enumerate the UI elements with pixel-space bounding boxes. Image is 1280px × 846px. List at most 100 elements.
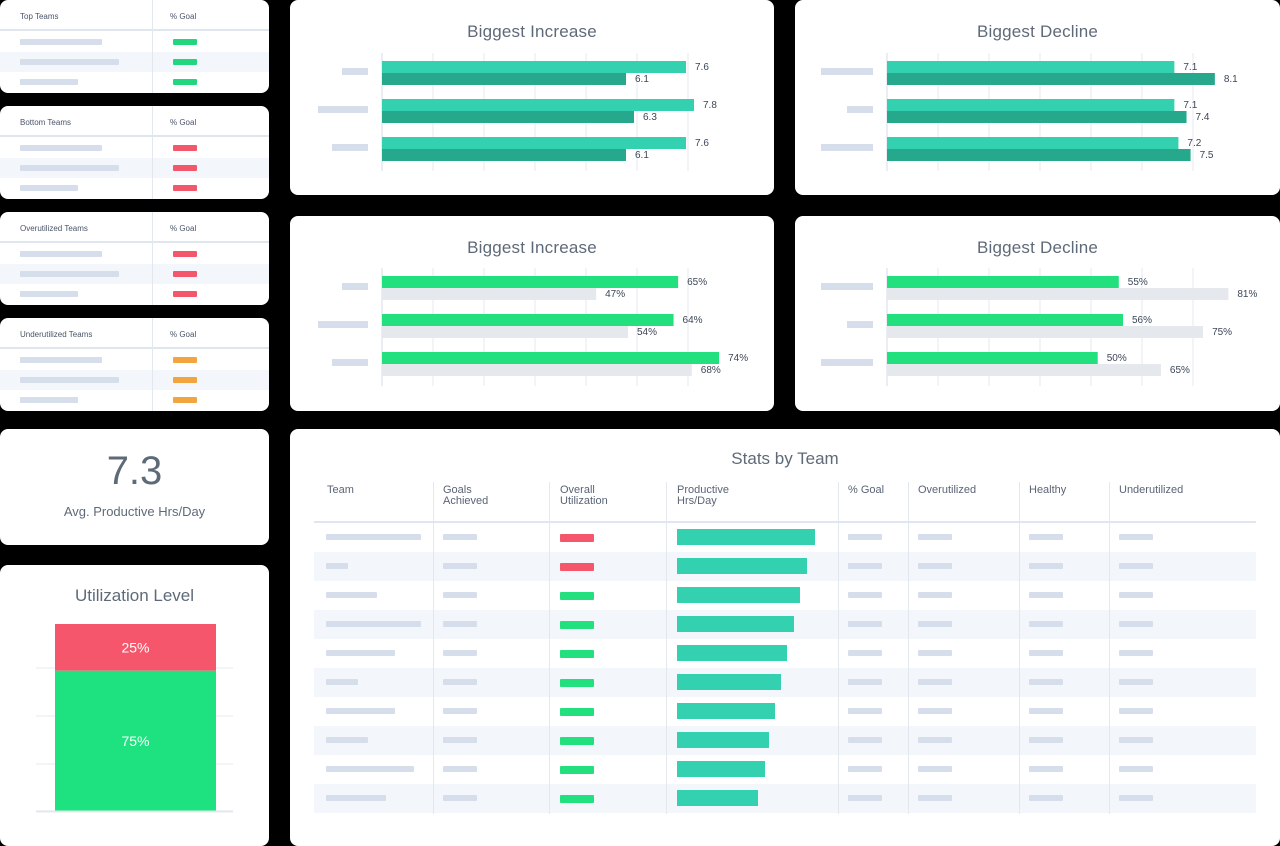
column-header[interactable]: Team [327, 485, 354, 496]
team-list-row[interactable] [0, 72, 269, 92]
column-header-line1: Overall [560, 484, 595, 496]
table-row[interactable] [314, 610, 1256, 639]
bar-value-label: 7.1 [1183, 62, 1197, 73]
team-name-placeholder [326, 795, 386, 801]
cell-placeholder [1119, 563, 1153, 569]
team-list-row[interactable] [0, 350, 269, 370]
bar-value-label: 56% [1132, 315, 1152, 326]
cell-placeholder [848, 563, 882, 569]
category-label-placeholder [847, 106, 873, 113]
table-row[interactable] [314, 552, 1256, 581]
cell-placeholder [443, 534, 477, 540]
team-list-header: Overutilized Teams % Goal [0, 212, 269, 243]
cell-placeholder [848, 592, 882, 598]
table-row[interactable] [314, 523, 1256, 552]
bar-value-label: 7.5 [1200, 150, 1214, 161]
cell-placeholder [443, 621, 477, 627]
bar [382, 61, 686, 73]
table-row[interactable] [314, 726, 1256, 755]
hrs-increase-chart: 7.6 6.1 7.8 6.3 7.6 6.1 [318, 53, 717, 171]
team-list-row[interactable] [0, 284, 269, 304]
cell-placeholder [1029, 650, 1063, 656]
team-list-row[interactable] [0, 52, 269, 72]
productive-hrs-bar [677, 732, 769, 748]
bar-value-label: 65% [1170, 365, 1190, 376]
table-row[interactable] [314, 639, 1256, 668]
team-list-row[interactable] [0, 32, 269, 52]
table-row[interactable] [314, 784, 1256, 813]
bar [382, 352, 720, 364]
bar [887, 73, 1215, 85]
cell-placeholder [1119, 650, 1153, 656]
column-header[interactable]: Productive Hrs/Day [677, 485, 729, 507]
table-row[interactable] [314, 581, 1256, 610]
team-name-placeholder [20, 397, 78, 403]
stats-table-card: Stats by Team [290, 429, 1280, 846]
goal-increase-card: Biggest Increase 65% 47% 64% 54% 74% 68% [290, 216, 774, 411]
cell-placeholder [848, 766, 882, 772]
team-list-row[interactable] [0, 138, 269, 158]
utilization-status-pill [560, 563, 594, 571]
utilization-segment [55, 670, 216, 811]
bar [887, 99, 1175, 111]
cell-placeholder [848, 534, 882, 540]
category-label-placeholder [821, 144, 873, 151]
team-name-placeholder [20, 271, 119, 277]
column-header[interactable]: % Goal [848, 485, 884, 496]
productive-hrs-bar [677, 761, 765, 777]
goal-status-pill [173, 377, 197, 383]
column-header[interactable]: Healthy [1029, 485, 1066, 496]
column-header[interactable]: Overutilized [918, 485, 976, 496]
productive-hrs-bar [677, 558, 807, 574]
goal-status-pill [173, 59, 197, 65]
team-list-row[interactable] [0, 244, 269, 264]
table-row[interactable] [314, 697, 1256, 726]
bar-value-label: 75% [1212, 327, 1232, 338]
team-list-row[interactable] [0, 264, 269, 284]
cell-placeholder [1119, 766, 1153, 772]
goal-decline-chart: 55% 81% 56% 75% 50% 65% [821, 268, 1257, 386]
category-label-placeholder [821, 359, 873, 366]
team-list-row[interactable] [0, 370, 269, 390]
productive-hrs-bar [677, 703, 775, 719]
table-row[interactable] [314, 755, 1256, 784]
cell-placeholder [1029, 563, 1063, 569]
team-name-placeholder [20, 145, 102, 151]
bar [887, 288, 1229, 300]
column-divider [666, 482, 667, 814]
bar-value-label: 65% [687, 277, 707, 288]
bar [887, 314, 1123, 326]
team-list-row[interactable] [0, 158, 269, 178]
team-list-row[interactable] [0, 178, 269, 198]
bar [382, 137, 686, 149]
bar-value-label: 55% [1128, 277, 1148, 288]
table-row[interactable] [314, 668, 1256, 697]
goal-status-pill [173, 185, 197, 191]
column-header[interactable]: Goals Achieved [443, 485, 488, 507]
category-label-placeholder [821, 68, 873, 75]
cell-placeholder [443, 563, 477, 569]
bar-value-label: 7.6 [695, 62, 709, 73]
cell-placeholder [1119, 534, 1153, 540]
goal-status-pill [173, 39, 197, 45]
cell-placeholder [848, 679, 882, 685]
bar [887, 111, 1187, 123]
cell-placeholder [918, 534, 952, 540]
team-list-title: Overutilized Teams [20, 224, 88, 233]
team-list-row[interactable] [0, 390, 269, 410]
utilization-status-pill [560, 650, 594, 658]
productive-hrs-bar [677, 674, 781, 690]
bar [887, 149, 1191, 161]
team-name-placeholder [326, 563, 348, 569]
goal-increase-chart: 65% 47% 64% 54% 74% 68% [318, 268, 748, 386]
team-name-placeholder [326, 766, 414, 772]
cell-placeholder [1119, 708, 1153, 714]
column-header[interactable]: Underutilized [1119, 485, 1183, 496]
column-header[interactable]: Overall Utilization [560, 485, 608, 507]
team-list-card: Overutilized Teams % Goal [0, 212, 269, 305]
column-header-line1: Goals [443, 484, 472, 496]
cell-placeholder [918, 679, 952, 685]
cell-placeholder [918, 563, 952, 569]
column-header-line2: Hrs/Day [677, 495, 717, 507]
team-name-placeholder [20, 79, 78, 85]
